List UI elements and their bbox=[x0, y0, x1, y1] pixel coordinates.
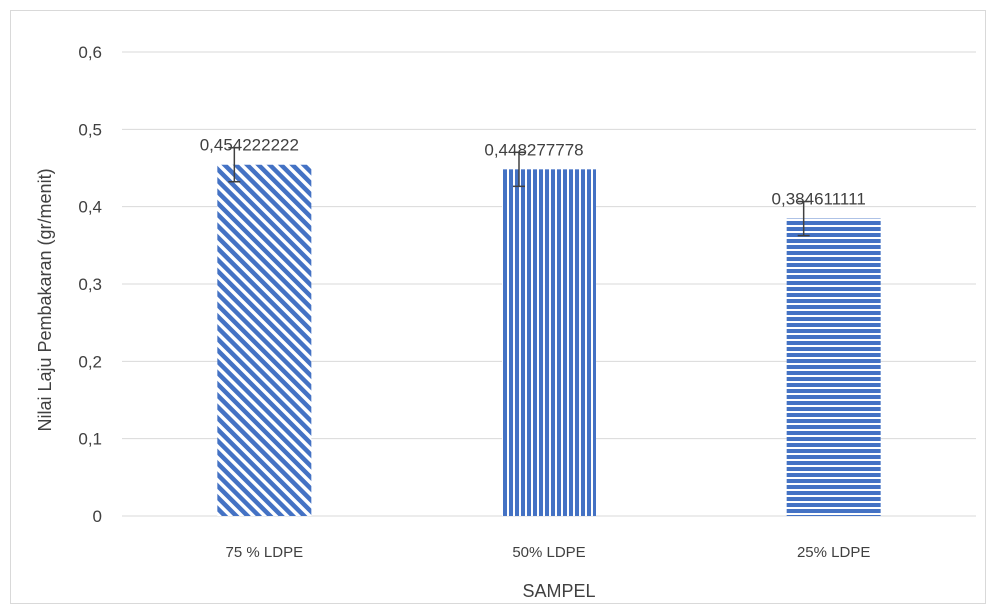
y-tick-label: 0,5 bbox=[78, 120, 102, 139]
y-axis-title: Nilai Laju Pembakaran (gr/menit) bbox=[35, 168, 55, 431]
y-tick-label: 0,4 bbox=[78, 198, 102, 217]
error-bars bbox=[228, 146, 810, 237]
y-tick-label: 0,1 bbox=[78, 430, 102, 449]
bars bbox=[217, 164, 881, 517]
data-label: 0,448277778 bbox=[484, 140, 583, 159]
data-label: 0,384611111 bbox=[772, 190, 866, 209]
x-axis-title: SAMPEL bbox=[522, 581, 595, 601]
data-labels: 0,454222222 0,448277778 0,384611111 bbox=[200, 136, 866, 209]
bar bbox=[786, 218, 881, 516]
bar bbox=[502, 169, 596, 516]
y-tick-label: 0,6 bbox=[78, 43, 102, 62]
chart-frame: 0 0,1 0,2 0,3 0,4 0,5 0,6 0,454222222 0,4482777… bbox=[10, 10, 986, 604]
bar-chart: 0 0,1 0,2 0,3 0,4 0,5 0,6 0,454222222 0,4482777… bbox=[35, 43, 976, 601]
x-tick-label: 50% LDPE bbox=[512, 544, 585, 561]
y-axis-ticks: 0 0,1 0,2 0,3 0,4 0,5 0,6 bbox=[78, 43, 102, 526]
x-axis-ticks: 75 % LDPE 50% LDPE 25% LDPE bbox=[226, 544, 871, 561]
data-label: 0,454222222 bbox=[200, 136, 299, 155]
x-tick-label: 25% LDPE bbox=[797, 544, 870, 561]
y-tick-label: 0,2 bbox=[78, 352, 102, 371]
y-tick-label: 0,3 bbox=[78, 275, 102, 294]
bar bbox=[217, 164, 312, 517]
y-tick-label: 0 bbox=[93, 507, 102, 526]
x-tick-label: 75 % LDPE bbox=[226, 544, 304, 561]
